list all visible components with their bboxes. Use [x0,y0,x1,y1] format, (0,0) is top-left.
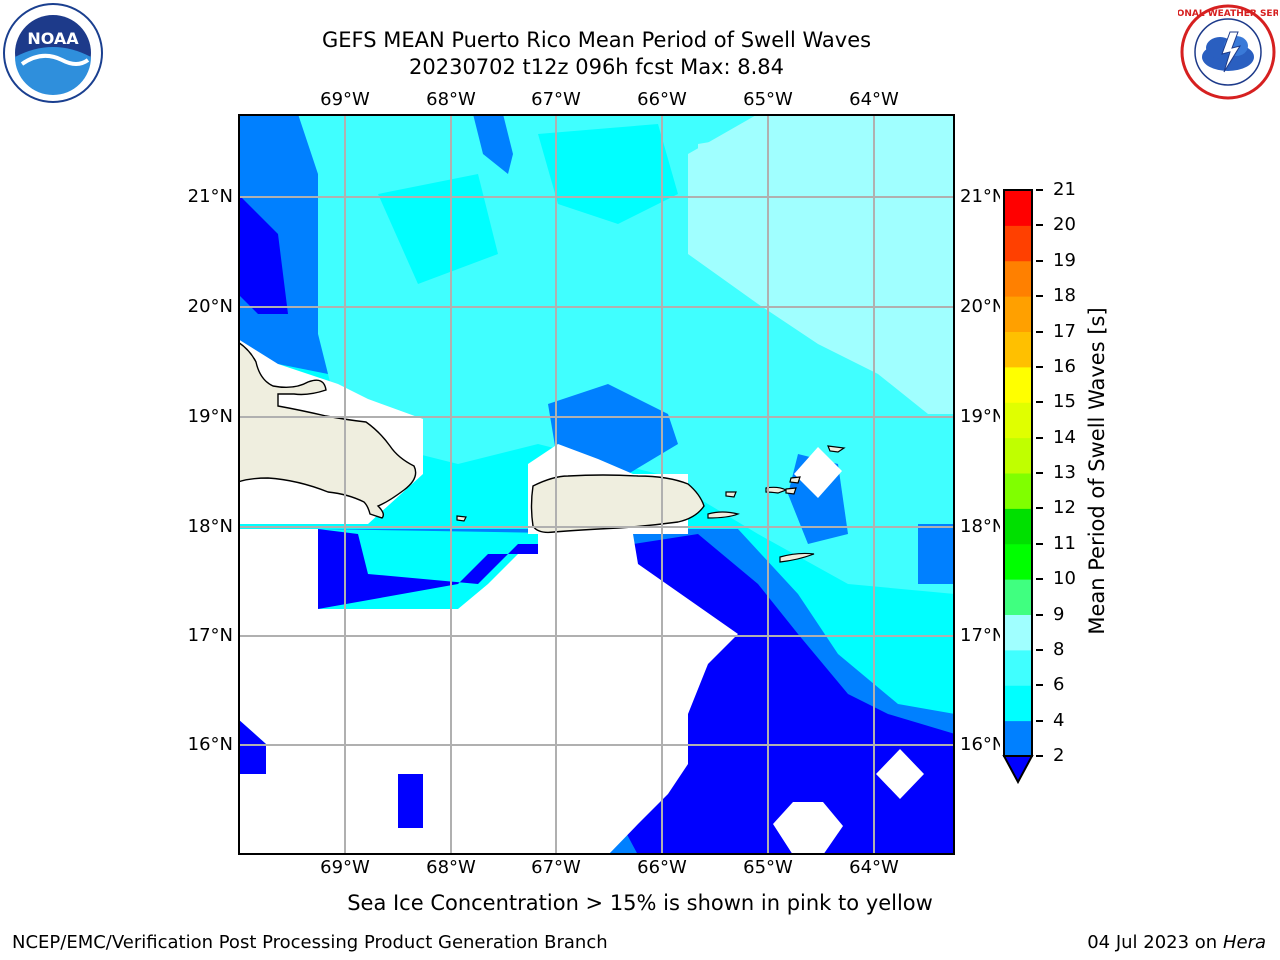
colorbar-tick-mark [1036,507,1043,510]
lon-tick-top: 64°W [849,89,899,110]
colorbar-tick-label: 13 [1053,462,1076,483]
lat-tick-left: 18°N [187,516,233,537]
colorbar-tick-mark [1036,755,1043,757]
lat-tick-left: 17°N [187,625,233,646]
colorbar-tick-label: 4 [1053,709,1065,731]
colorbar-segment [1004,402,1032,439]
lat-tick-right: 16°N [960,734,1006,755]
map-panel [237,114,955,855]
colorbar-tick-label: 18 [1053,285,1076,307]
footer-date-text: 04 Jul 2023 on [1087,932,1223,953]
colorbar-tick-mark [1036,684,1043,687]
colorbar-segment [1004,366,1032,403]
lon-tick-top: 66°W [637,89,687,110]
lat-tick-left: 20°N [187,296,233,317]
colorbar-segment [1004,649,1032,686]
title-line-2: 20230702 t12z 096h fcst Max: 8.84 [409,55,784,79]
lon-tick-top: 65°W [743,89,793,110]
colorbar-segment [1004,296,1032,332]
sea-ice-note: Sea Ice Concentration > 15% is shown in … [347,891,933,915]
colorbar-segment [1004,508,1032,545]
colorbar-segment [1004,331,1032,368]
colorbar-tick-mark [1036,436,1043,439]
lon-tick-bottom: 64°W [849,857,899,878]
colorbar-tick-mark [1036,224,1043,227]
lat-tick-left: 16°N [187,734,233,755]
lon-tick-bottom: 65°W [743,857,793,878]
colorbar-tick-mark [1036,578,1043,581]
colorbar-tick-label: 17 [1053,320,1076,342]
colorbar-tick-label: 21 [1053,179,1076,200]
colorbar-tick-mark [1036,613,1043,616]
colorbar-tick-label: 10 [1053,568,1076,590]
lat-tick-right: 17°N [960,625,1006,646]
colorbar-tick-label: 15 [1053,391,1076,413]
colorbar-tick-label: 14 [1053,426,1076,448]
lat-tick-right: 18°N [960,516,1006,537]
footer-credit: NCEP/EMC/Verification Post Processing Pr… [12,932,608,953]
lat-tick-left: 21°N [187,186,233,207]
colorbar-tick-label: 16 [1053,355,1076,377]
colorbar [1000,186,1036,786]
colorbar-tick-label: 20 [1053,214,1076,236]
lon-tick-top: 68°W [426,89,476,110]
colorbar-tick-label: 6 [1053,674,1065,696]
colorbar-tick-mark [1036,719,1043,722]
lon-tick-top: 69°W [320,89,370,110]
colorbar-label: Mean Period of Swell Waves [s] [1085,307,1109,635]
colorbar-segment [1004,437,1032,474]
colorbar-extend-arrow [1002,755,1034,785]
colorbar-tick-label: 9 [1053,603,1065,625]
footer-date: 04 Jul 2023 on Hera [1087,932,1266,953]
colorbar-segment [1004,720,1032,757]
colorbar-tick-mark [1036,259,1043,262]
colorbar-tick-mark [1036,295,1043,298]
lon-tick-bottom: 69°W [320,857,370,878]
colorbar-tick-mark [1036,472,1043,474]
colorbar-tick-mark [1036,648,1043,651]
colorbar-tick-label: 2 [1053,745,1065,766]
colorbar-segment [1004,579,1032,615]
colorbar-tick-label: 12 [1053,497,1076,519]
colorbar-segment [1004,543,1032,580]
lon-tick-bottom: 66°W [637,857,687,878]
colorbar-tick-mark [1036,401,1043,404]
colorbar-outline [1003,189,1033,757]
noaa-logo-text: NOAA [27,29,79,48]
colorbar-segment [1004,190,1032,226]
colorbar-tick-mark [1036,542,1043,545]
title-line-1: GEFS MEAN Puerto Rico Mean Period of Swe… [321,28,872,52]
lat-tick-left: 19°N [187,406,233,427]
lat-tick-right: 19°N [960,406,1006,427]
lon-tick-top: 67°W [531,89,581,110]
colorbar-tick-label: 11 [1053,532,1076,554]
nws-logo-text: NATIONAL WEATHER SERVICE [1178,9,1278,19]
lon-tick-bottom: 68°W [426,857,476,878]
colorbar-segment [1004,260,1032,297]
footer-machine: Hera [1222,932,1266,953]
colorbar-segment [1004,685,1032,722]
lat-tick-right: 21°N [960,186,1006,207]
lat-tick-right: 20°N [960,296,1006,317]
colorbar-segment [1004,225,1032,262]
noaa-logo: NOAA [2,2,104,104]
colorbar-tick-mark [1036,189,1043,191]
colorbar-segment [1004,473,1032,509]
colorbar-tick-label: 19 [1053,249,1076,271]
colorbar-tick-label: 8 [1053,638,1065,660]
nws-logo: NATIONAL WEATHER SERVICE [1153,2,1280,102]
colorbar-segment [1004,614,1032,651]
lon-tick-bottom: 67°W [531,857,581,878]
colorbar-tick-mark [1036,365,1043,368]
colorbar-tick-mark [1036,330,1043,333]
